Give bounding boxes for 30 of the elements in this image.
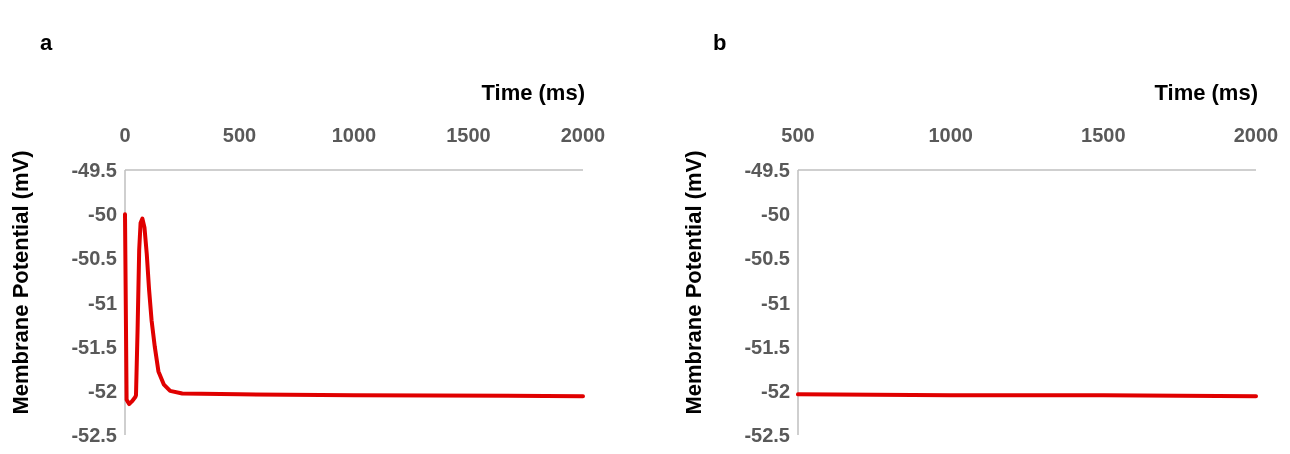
y-tick-label: -52.5 [71,424,117,446]
x-tick-label: 1500 [446,124,491,146]
line-series [123,212,585,407]
x-tick-label: 2000 [560,124,606,146]
y-axis-title: Membrane Potential (mV) [681,150,706,415]
x-axis-title: Time (ms) [1154,80,1258,105]
y-tick-label: -49.5 [744,159,790,181]
y-tick-label: -52 [761,379,790,402]
y-tick-label: -52 [88,379,117,402]
y-axis-title: Membrane Potential (mV) [8,150,33,415]
y-tick-label: -50 [88,203,117,226]
y-tick-label: -52.5 [744,424,790,446]
x-tick-label: 0 [119,124,131,146]
y-tick-label: -50 [761,203,790,226]
x-tick-label: 500 [781,124,815,146]
y-tick-label: -51.5 [744,335,790,358]
x-tick-label: 1500 [1081,124,1126,146]
x-tick-label: 500 [222,124,257,146]
x-tick-label: 1000 [928,124,973,146]
x-tick-label: 1000 [331,124,377,146]
y-tick-label: -50.5 [744,247,790,270]
y-tick-label: -50.5 [71,247,117,270]
y-tick-label: -51.5 [71,335,117,358]
x-tick-label: 2000 [1233,124,1279,146]
x-axis-title: Time (ms) [481,80,585,105]
chart-title: a [40,30,53,55]
y-tick-label: -51 [761,291,790,314]
chart-title: b [713,30,727,55]
y-tick-label: -51 [88,291,117,314]
y-tick-label: -49.5 [71,159,117,181]
